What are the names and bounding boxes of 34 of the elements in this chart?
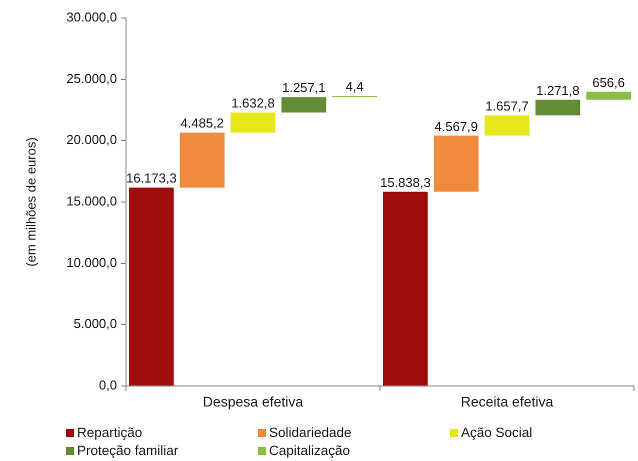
data-label: 1.257,1 [282, 80, 326, 96]
data-label: 656,6 [592, 74, 625, 90]
legend-label: Proteção familiar [77, 442, 178, 459]
legend-label: Ação Social [461, 424, 532, 441]
data-label: 4.567,9 [434, 118, 478, 134]
y-tick-label: 0,0 [98, 378, 117, 393]
bar [180, 132, 225, 188]
bar [230, 112, 276, 133]
data-label: 1.657,7 [485, 98, 529, 114]
y-axis-title: (em milhões de euros) [23, 137, 38, 267]
y-tick-label: 20.000,0 [66, 132, 117, 148]
bar [434, 136, 479, 192]
y-tick-label: 5.000,0 [74, 316, 117, 332]
bar [484, 115, 530, 136]
data-label: 15.838,3 [380, 174, 431, 190]
data-label: 16.173,3 [126, 170, 177, 186]
data-label: 1.632,8 [231, 96, 275, 111]
bar [281, 97, 326, 113]
bar [535, 100, 580, 116]
bar [129, 188, 174, 386]
legend-label: Repartição [77, 424, 142, 441]
legend-label: Capitalização [269, 442, 350, 459]
x-tick-label: Receita efetiva [460, 393, 554, 410]
data-label: 1.271,8 [536, 82, 580, 98]
y-tick-label: 30.000,0 [66, 10, 117, 25]
bar [383, 192, 428, 386]
y-tick-label: 25.000,0 [66, 70, 117, 86]
bar [586, 92, 631, 100]
legend-label: Solidariedade [269, 424, 352, 441]
y-tick-label: 10.000,0 [66, 254, 117, 270]
x-tick-label: Despesa efetiva [202, 393, 304, 410]
data-label: 4,4 [346, 79, 364, 94]
y-tick-label: 15.000,0 [66, 194, 117, 209]
data-label: 4.485,2 [180, 116, 224, 131]
